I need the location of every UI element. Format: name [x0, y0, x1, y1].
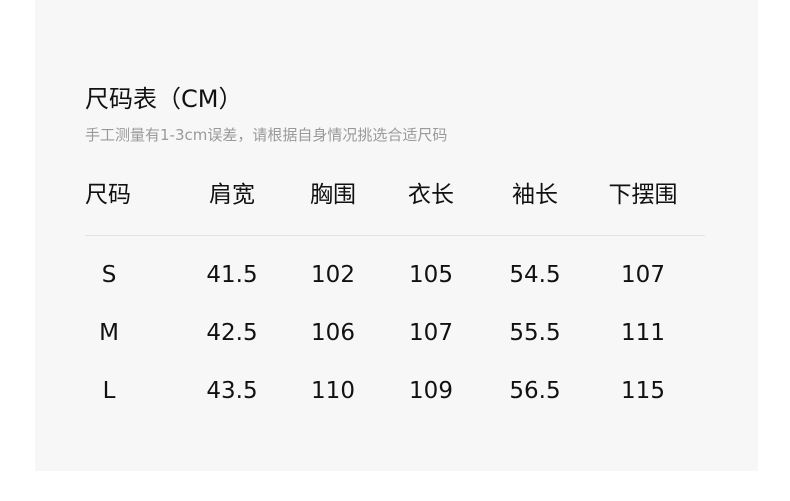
column-header: 袖长 — [512, 182, 558, 208]
table-cell: 55.5 — [509, 320, 561, 346]
column-header: 下摆围 — [608, 182, 678, 208]
table-cell: 41.5 — [206, 262, 258, 288]
column-header: 肩宽 — [209, 182, 255, 208]
table-cell: 105 — [409, 262, 453, 288]
size-label: M — [99, 320, 119, 346]
table-cell: 115 — [621, 378, 665, 404]
table-cell: 42.5 — [206, 320, 258, 346]
table-cell: 56.5 — [509, 378, 561, 404]
table-cell: 107 — [409, 320, 453, 346]
column-header: 尺码 — [85, 182, 131, 208]
table-cell: 43.5 — [206, 378, 258, 404]
table-cell: 107 — [621, 262, 665, 288]
table-cell: 106 — [311, 320, 355, 346]
subtitle-note: 手工测量有1-3cm误差，请根据自身情况挑选合适尺码 — [85, 126, 448, 144]
table-cell: 109 — [409, 378, 453, 404]
column-header: 衣长 — [408, 182, 454, 208]
size-label: L — [102, 378, 116, 404]
size-label: S — [101, 262, 117, 288]
table-cell: 102 — [311, 262, 355, 288]
column-header: 胸围 — [310, 182, 356, 208]
table-cell: 111 — [621, 320, 665, 346]
table-cell: 110 — [311, 378, 355, 404]
page-title: 尺码表（CM） — [85, 85, 243, 113]
divider — [85, 235, 705, 236]
table-cell: 54.5 — [509, 262, 561, 288]
